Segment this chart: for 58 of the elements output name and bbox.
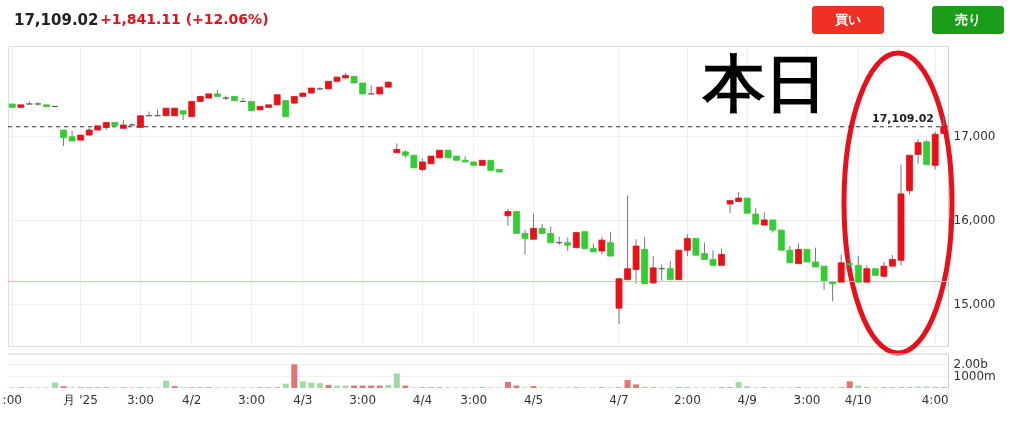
y-tick-label: 1000m [953,369,996,384]
text: 買い [834,12,861,27]
x-tick-label: 4/7 [609,392,629,407]
annotation: 本日 [701,47,827,120]
ref-line-label: 17,109.02 [872,111,934,125]
bar [291,364,298,388]
x-tick-label: 3:00 [460,392,488,407]
x-tick-label: 4/3 [293,392,313,407]
x-tick-label: 4:00 [921,392,949,407]
bar [52,382,58,388]
x-tick-label: 3:00 [238,392,266,407]
y-tick-label: 16,000 [953,213,996,228]
candlestick [128,122,136,126]
candlestick [367,85,375,95]
candlestick [795,242,802,265]
x-tick-label: 4/5 [523,392,544,407]
candlestick [854,255,862,283]
x-tick-label: 4/9 [737,392,757,407]
candlestick [846,253,854,269]
x-tick-label: 4/10 [844,392,872,407]
bar [316,383,323,388]
candlestick [34,101,42,107]
candlestick [649,255,657,284]
candlestick [914,138,922,165]
bar [624,380,631,388]
bar [633,384,640,388]
bar [308,382,315,388]
bar [299,381,306,388]
chart-title: 17,109.02 [14,11,99,29]
y-tick-label: 17,000 [953,129,996,144]
bar [735,381,742,388]
x-tick-label: 月 '25 [63,392,98,407]
bar [504,381,511,388]
x-tick-label: 3:00 [126,392,154,407]
candlestick [683,233,691,257]
candlestick [607,231,614,257]
x-tick-label: 3:00 [793,392,821,407]
x-tick-label: 3:00 [349,392,377,407]
x-tick-label: 4/2 [182,392,202,407]
text: +1,841.11 (+12.06%) [100,11,269,27]
bar [393,373,400,388]
bar [846,381,853,388]
bar [163,380,170,388]
bar [385,384,392,388]
candlestick [666,260,674,281]
y-tick-label: 2.00b [953,357,988,372]
x-tick-label: :00 [2,392,22,407]
y-tick-label: 15,000 [953,297,996,312]
bar [282,383,289,388]
x-tick-label: 2:00 [673,392,701,407]
candlestick [504,208,512,227]
bar [325,384,332,388]
candlestick [222,95,230,101]
text: 売り [955,12,981,27]
candlestick [530,213,537,240]
x-tick-label: 4/4 [412,392,433,407]
candlestick [829,280,837,302]
candlestick [923,139,931,165]
